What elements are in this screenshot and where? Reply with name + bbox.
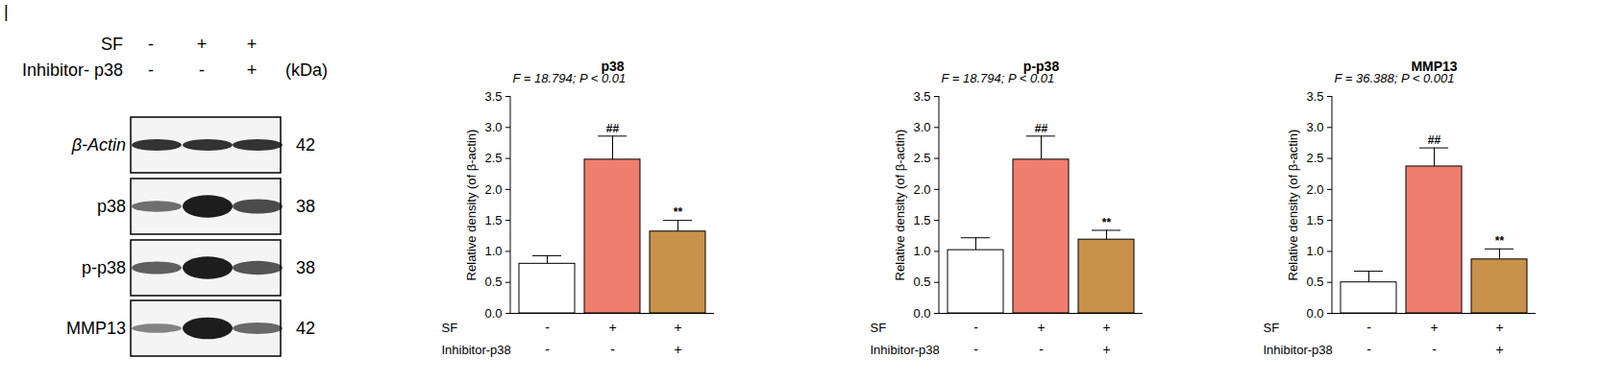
svg-text:2.5: 2.5 xyxy=(912,150,931,166)
svg-text:F = 36.388; P < 0.001: F = 36.388; P < 0.001 xyxy=(1334,71,1455,86)
svg-text:-: - xyxy=(147,34,154,54)
svg-text:MMP13: MMP13 xyxy=(1411,59,1458,75)
svg-text:SF: SF xyxy=(1263,320,1280,336)
svg-text:(kDa): (kDa) xyxy=(285,60,328,80)
svg-text:1.0: 1.0 xyxy=(1305,244,1324,259)
svg-text:2.0: 2.0 xyxy=(1305,182,1324,197)
svg-text:+: + xyxy=(608,320,616,336)
svg-text:##: ## xyxy=(1427,133,1442,148)
svg-text:1.5: 1.5 xyxy=(1305,213,1324,228)
svg-text:2.0: 2.0 xyxy=(484,182,502,197)
svg-text:3.0: 3.0 xyxy=(1305,120,1324,135)
svg-text:-: - xyxy=(198,60,205,80)
svg-text:3.0: 3.0 xyxy=(484,120,502,135)
svg-text:0.5: 0.5 xyxy=(484,274,502,290)
svg-text:-: - xyxy=(544,342,550,358)
svg-text:Inhibitor- p38: Inhibitor- p38 xyxy=(22,60,124,80)
svg-text:+: + xyxy=(673,342,682,358)
svg-text:|: | xyxy=(3,1,9,22)
svg-text:Inhibitor-p38: Inhibitor-p38 xyxy=(442,343,512,358)
svg-text:##: ## xyxy=(606,122,620,136)
svg-text:**: ** xyxy=(673,205,684,220)
svg-text:3.5: 3.5 xyxy=(912,89,931,104)
svg-text:+: + xyxy=(1102,320,1110,336)
svg-text:+: + xyxy=(1495,320,1503,336)
svg-text:-: - xyxy=(1431,342,1437,358)
svg-text:Inhibitor-p38: Inhibitor-p38 xyxy=(870,343,940,358)
svg-text:+: + xyxy=(1102,342,1110,358)
svg-text:0.5: 0.5 xyxy=(1305,274,1324,290)
svg-text:-: - xyxy=(973,320,979,336)
svg-text:Inhibitor-p38: Inhibitor-p38 xyxy=(1263,343,1333,358)
svg-text:p38: p38 xyxy=(97,196,126,217)
svg-text:p-p38: p-p38 xyxy=(1023,59,1060,75)
svg-text:**: ** xyxy=(1495,234,1505,248)
svg-text:+: + xyxy=(1429,320,1438,336)
svg-text:-: - xyxy=(147,60,154,80)
svg-text:38: 38 xyxy=(295,196,316,217)
svg-text:SF: SF xyxy=(870,320,887,336)
svg-text:0.0: 0.0 xyxy=(912,306,931,321)
svg-text:+: + xyxy=(246,34,258,54)
svg-text:+: + xyxy=(196,34,208,54)
svg-text:p38: p38 xyxy=(600,59,625,75)
svg-text:3.0: 3.0 xyxy=(912,120,931,135)
svg-text:3.5: 3.5 xyxy=(484,89,502,104)
svg-text:-: - xyxy=(973,342,979,358)
svg-text:Relative density (of β-actin): Relative density (of β-actin) xyxy=(464,129,479,282)
svg-text:-: - xyxy=(1366,342,1372,358)
svg-text:SF: SF xyxy=(100,34,124,54)
svg-text:F = 18.794; P < 0.01: F = 18.794; P < 0.01 xyxy=(513,71,627,86)
svg-text:+: + xyxy=(246,60,258,80)
svg-text:42: 42 xyxy=(295,319,316,339)
svg-text:38: 38 xyxy=(295,258,316,278)
svg-text:+: + xyxy=(673,320,682,336)
svg-text:+: + xyxy=(1495,342,1503,358)
svg-text:0.0: 0.0 xyxy=(484,306,502,321)
svg-text:##: ## xyxy=(1034,122,1049,136)
svg-text:0.0: 0.0 xyxy=(1305,306,1324,321)
svg-text:Relative density (of β-actin): Relative density (of β-actin) xyxy=(1285,129,1301,282)
svg-text:1.0: 1.0 xyxy=(484,244,502,259)
svg-text:1.5: 1.5 xyxy=(912,213,931,228)
svg-text:F = 18.794; P < 0.01: F = 18.794; P < 0.01 xyxy=(941,71,1056,86)
svg-text:p-p38: p-p38 xyxy=(81,258,126,278)
svg-text:0.5: 0.5 xyxy=(912,274,931,290)
svg-text:-: - xyxy=(1366,320,1372,336)
svg-text:3.5: 3.5 xyxy=(1305,89,1324,104)
svg-text:42: 42 xyxy=(295,135,316,155)
svg-text:**: ** xyxy=(1102,216,1112,230)
svg-text:1.0: 1.0 xyxy=(912,244,931,259)
svg-text:-: - xyxy=(544,320,550,336)
svg-text:1.5: 1.5 xyxy=(484,213,502,228)
svg-text:MMP13: MMP13 xyxy=(66,319,126,339)
svg-text:-: - xyxy=(1038,342,1044,358)
svg-text:β-Actin: β-Actin xyxy=(71,135,126,155)
svg-text:Relative density (of β-actin): Relative density (of β-actin) xyxy=(892,129,908,282)
svg-text:+: + xyxy=(1036,320,1045,336)
svg-text:2.5: 2.5 xyxy=(1305,150,1324,166)
svg-text:-: - xyxy=(610,342,616,358)
svg-text:2.5: 2.5 xyxy=(484,150,502,166)
svg-text:2.0: 2.0 xyxy=(912,182,931,197)
svg-text:SF: SF xyxy=(442,320,459,336)
